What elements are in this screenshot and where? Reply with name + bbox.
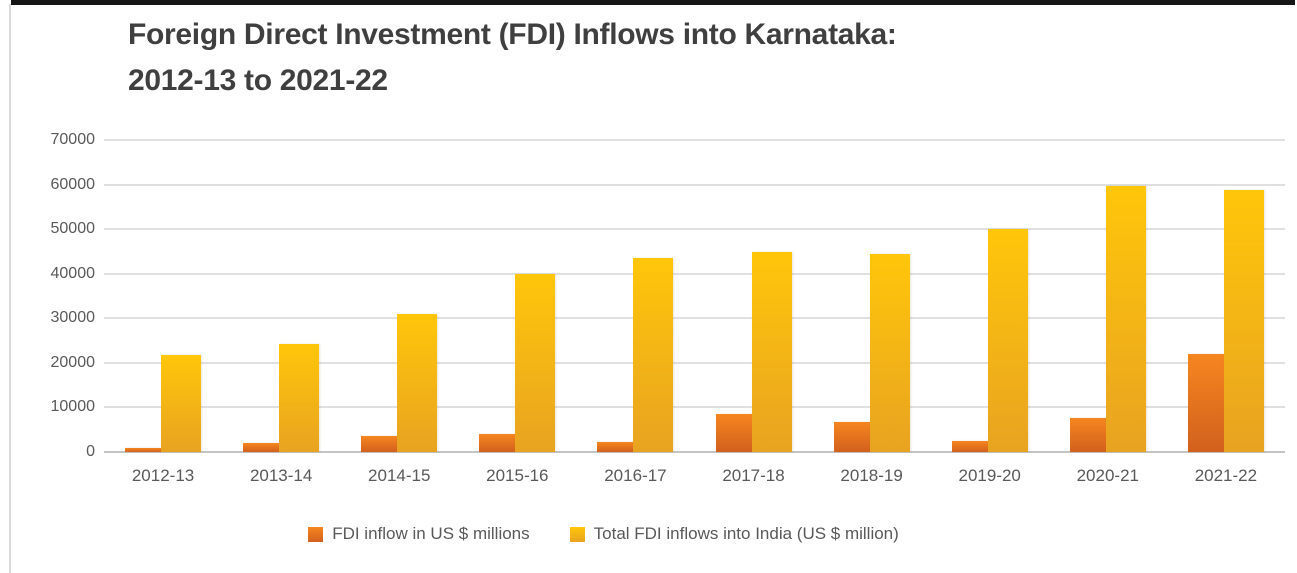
bar-india-2020-21: [1105, 186, 1146, 452]
y-tick-label-20000: 20000: [50, 353, 96, 371]
gridline-50000: [104, 228, 1285, 231]
x-tick-label-2016-17: 2016-17: [604, 466, 667, 485]
gridline-60000: [104, 183, 1285, 186]
x-axis-line: [104, 451, 1285, 453]
bar-india-2016-17: [633, 258, 674, 452]
bar-group-2021-22: [1167, 140, 1285, 452]
chart-title: Foreign Direct Investment (FDI) Inflows …: [128, 12, 1248, 104]
bar-india-2014-15: [397, 313, 438, 452]
legend-swatch-karnataka: [308, 526, 324, 542]
bar-karnataka-2019-20: [951, 441, 988, 452]
bar-group-2013-14: [222, 140, 340, 452]
bar-karnataka-2018-19: [833, 422, 870, 452]
legend: FDI inflow in US $ millions Total FDI in…: [0, 524, 1252, 544]
bar-karnataka-2014-15: [361, 436, 398, 452]
y-tick-label-10000: 10000: [50, 398, 96, 416]
y-tick-label-50000: 50000: [50, 220, 96, 238]
gridline-30000: [104, 317, 1285, 320]
bar-group-2012-13: [104, 140, 222, 452]
x-tick-label-2018-19: 2018-19: [840, 466, 903, 485]
left-border-line: [9, 4, 11, 573]
chart-title-line2: 2012-13 to 2021-22: [128, 64, 388, 97]
bar-karnataka-2016-17: [597, 442, 634, 452]
bar-karnataka-2013-14: [243, 443, 280, 452]
gridline-40000: [104, 272, 1285, 275]
y-axis: 70000 60000 50000 40000 30000 20000 10000 0: [0, 131, 96, 460]
bar-karnataka-2021-22: [1187, 353, 1224, 452]
x-tick-label-2012-13: 2012-13: [131, 466, 195, 485]
y-tick-label-70000: 70000: [50, 131, 96, 148]
x-tick-label-2019-20: 2019-20: [958, 466, 1021, 485]
bar-group-2017-18: [694, 140, 812, 452]
bar-group-2016-17: [576, 140, 694, 452]
x-tick-label-2015-16: 2015-16: [486, 466, 549, 485]
bar-group-2020-21: [1049, 140, 1167, 452]
bar-india-2021-22: [1223, 189, 1264, 452]
y-tick-label-0: 0: [86, 443, 95, 460]
bar-india-2012-13: [161, 354, 202, 452]
legend-item-india: Total FDI inflows into India (US $ milli…: [569, 524, 899, 544]
legend-label-india: Total FDI inflows into India (US $ milli…: [593, 524, 899, 543]
y-tick-label-30000: 30000: [50, 309, 96, 327]
y-tick-label-40000: 40000: [50, 264, 96, 282]
legend-swatch-india: [569, 526, 585, 542]
bar-karnataka-2020-21: [1069, 417, 1106, 452]
bar-karnataka-2012-13: [125, 447, 162, 452]
y-tick-label-60000: 60000: [50, 175, 96, 193]
bar-group-2018-19: [813, 140, 931, 452]
legend-item-karnataka: FDI inflow in US $ millions: [308, 524, 530, 544]
x-axis: 2012-13 2013-14 2014-15 2015-16 2016-17 2017-…: [104, 466, 1285, 486]
gridline-20000: [104, 361, 1285, 364]
x-tick-label-2014-15: 2014-15: [368, 466, 431, 485]
gridline-70000: [104, 139, 1285, 141]
bar-group-2019-20: [931, 140, 1049, 452]
bar-karnataka-2017-18: [715, 414, 752, 452]
bar-karnataka-2015-16: [479, 433, 516, 452]
bar-india-2018-19: [869, 254, 910, 452]
top-border-strip: [11, 0, 1295, 5]
bar-groups: [104, 140, 1285, 452]
bar-group-2014-15: [340, 140, 458, 452]
x-tick-label-2013-14: 2013-14: [249, 466, 313, 485]
bar-group-2015-16: [458, 140, 576, 452]
bar-india-2015-16: [515, 273, 556, 452]
x-tick-label-2021-22: 2021-22: [1194, 466, 1258, 485]
chart-title-line1: Foreign Direct Investment (FDI) Inflows …: [128, 18, 897, 51]
x-tick-label-2017-18: 2017-18: [722, 466, 785, 485]
bar-india-2013-14: [279, 343, 320, 452]
bar-india-2017-18: [751, 251, 792, 452]
legend-label-karnataka: FDI inflow in US $ millions: [332, 524, 530, 543]
bar-india-2019-20: [987, 229, 1028, 452]
plot-area: [104, 139, 1285, 453]
x-tick-label-2020-21: 2020-21: [1076, 466, 1139, 485]
gridline-10000: [104, 406, 1285, 409]
